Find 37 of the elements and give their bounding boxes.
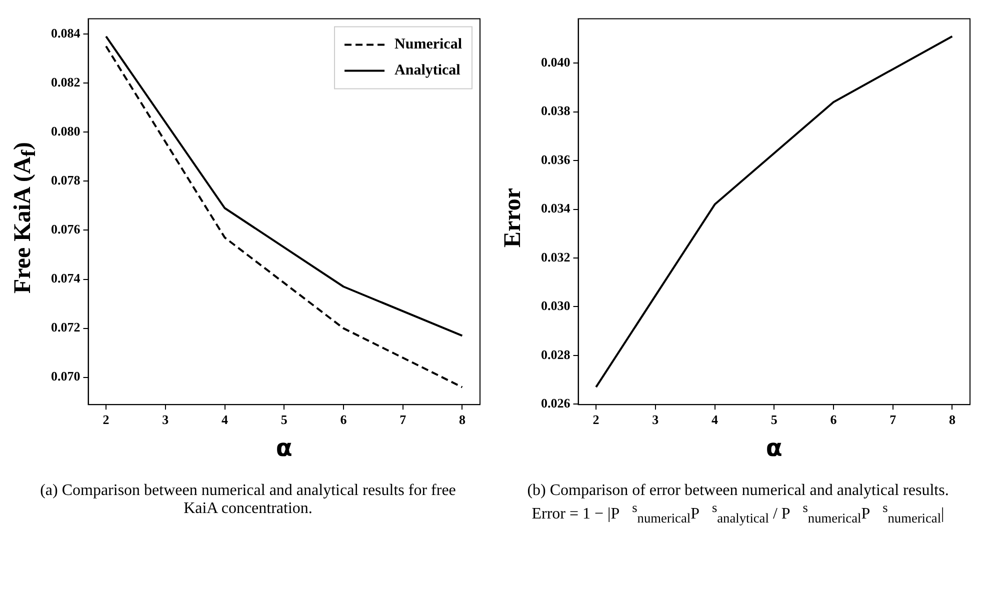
y-tick-label: 0.030 xyxy=(541,298,570,314)
x-axis-title: α xyxy=(276,434,292,462)
y-tick-label: 0.080 xyxy=(51,123,80,138)
y-tick-label: 0.028 xyxy=(541,346,571,362)
text: (a) Comparison between numerical and analytical results for free KaiA concentration. xyxy=(39,482,457,518)
y-tick-label: 0.070 xyxy=(51,368,80,384)
x-tick-label: 5 xyxy=(770,412,778,427)
x-tick-label: 6 xyxy=(340,412,348,427)
y-tick-label: 0.078 xyxy=(51,172,81,188)
x-tick-label: 6 xyxy=(830,412,838,427)
y-tick-label: 0.036 xyxy=(541,152,571,167)
x-tick-label: 5 xyxy=(280,412,288,427)
y-tick-label: 0.038 xyxy=(541,103,571,118)
x-axis-title: α xyxy=(766,434,782,462)
x-tick-label: 3 xyxy=(652,412,660,427)
y-tick-label: 0.040 xyxy=(541,54,570,70)
y-tick-label: 0.072 xyxy=(51,320,80,335)
y-tick-label: 0.032 xyxy=(541,249,570,264)
x-tick-label: 7 xyxy=(400,412,407,427)
x-tick-label: 2 xyxy=(102,412,110,427)
x-tick-label: 3 xyxy=(162,412,170,427)
y-tick-label: 0.084 xyxy=(51,25,81,40)
y-tick-label: 0.034 xyxy=(541,200,571,216)
text: (b) Comparison of error between numerical and analytical results. Error = 1 − |P⃗$^{s}$$_{numerical}$P⃗$^{s}$$_{analytical}$ / P⃗$^{s}$$_{numerical}$P⃗$^{s}$$_{numerical}$| xyxy=(527,482,949,526)
y-tick-label: 0.026 xyxy=(541,395,571,410)
y-axis-title: Error xyxy=(500,188,527,248)
y-tick-label: 0.076 xyxy=(51,222,81,237)
x-tick-label: 8 xyxy=(458,412,466,427)
x-tick-label: 8 xyxy=(948,412,956,427)
legend-label: Numerical xyxy=(394,36,462,53)
y-tick-label: 0.074 xyxy=(51,270,81,286)
x-tick-label: 4 xyxy=(712,412,719,427)
x-tick-label: 4 xyxy=(222,412,229,427)
y-tick-label: 0.082 xyxy=(51,74,80,90)
x-tick-label: 7 xyxy=(890,412,897,427)
x-tick-label: 2 xyxy=(592,412,600,427)
legend-label: Analytical xyxy=(394,62,460,79)
